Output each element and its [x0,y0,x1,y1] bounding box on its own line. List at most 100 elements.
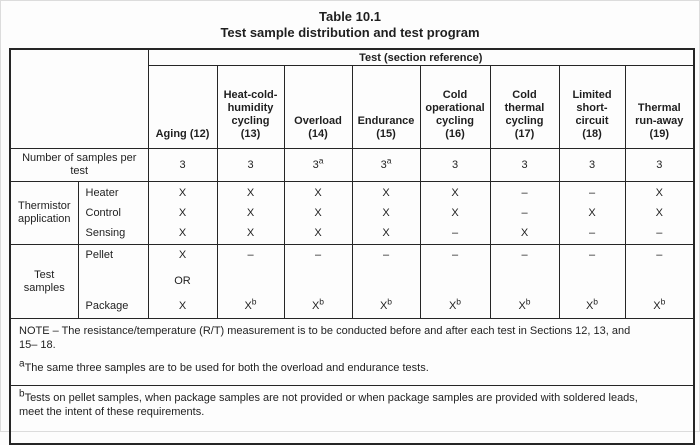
samples-count-heat-cold-humidity-cycling: 3 [216,148,285,182]
superscript-ref: b [319,296,325,307]
cell-value: – [451,249,459,261]
test-reference-row: Test (section reference) [9,48,695,149]
cell-value: X [655,207,663,219]
cell-value: X [314,207,322,219]
sample-type-label-package: Package [85,300,129,312]
column-header-thermal-run-away: Thermal run-away (19) [624,65,695,149]
superscript-ref: b [593,296,599,307]
value-stack: X OR X [149,249,216,313]
test-samples-values-heat-cold-humidity-cycling: – Xb [216,244,285,319]
footnote-b: bTests on pellet samples, when package s… [19,388,638,418]
cell-value: X [178,249,187,261]
value-stack: – Xb [491,249,558,313]
column-header-aging: Aging (12) [147,65,218,149]
footnote-b-cell: bTests on pellet samples, when package s… [9,385,695,445]
cell-value: OR [174,274,191,287]
application-label-heater: Heater [85,187,119,199]
note-row: NOTE – The resistance/temperature (R/T) … [9,318,695,386]
application-values-limited-short-circuit: – X – [558,181,626,245]
test-samples-values-overload: – Xb [283,244,353,319]
cell-value: – [588,187,596,199]
thermistor-application-sublabels: Heater Control Sensing [77,181,149,245]
column-header-overload: Overload (14) [283,65,353,149]
footnote-a: aThe same three samples are to be used f… [19,358,429,374]
column-header-heat-cold-humidity-cycling: Heat-cold-humidity cycling (13) [216,65,285,149]
cell-value: X [382,187,390,199]
test-samples-sublabels: Pellet Package [77,244,149,319]
cell-value: X [246,227,255,239]
cell-value: Xb [311,296,325,312]
cell-value: Xb [379,296,393,312]
test-samples-values-thermal-run-away: – Xb [624,244,695,319]
footnote-b-row: bTests on pellet samples, when package s… [9,385,695,445]
test-samples-values-cold-thermal-cycling: – Xb [489,244,560,319]
samples-count-cold-operational-cycling: 3 [419,148,491,182]
cell-value: X [520,227,529,239]
cell-value: – [314,249,322,261]
cell-value: – [521,187,528,199]
value-stack: – Xb [626,249,693,313]
samples-per-test-label: Number of samples per test [9,148,149,182]
cell-value: X [314,227,322,239]
application-values-cold-thermal-cycling: – – X [489,181,560,245]
application-values-cold-operational-cycling: X X – [419,181,491,245]
cell-value: X [246,207,255,219]
application-label-sensing: Sensing [85,227,126,239]
cell-value: Xb [585,296,599,312]
superscript-ref: a [386,155,392,166]
application-values-thermal-run-away: X X – [624,181,695,245]
sample-type-label-stack: Pellet Package [86,249,148,313]
thermistor-application-row: Thermistor application Heater Control Sensi… [9,181,695,245]
cell-value: X [382,207,390,219]
value-stack: – Xb [421,249,489,313]
test-samples-group-label: Test samples [9,244,79,319]
samples-count-endurance: 3a [351,148,421,182]
cell-value: – [656,227,663,239]
table-number-title: Table 10.1 [319,9,381,24]
samples-count-limited-short-circuit: 3 [558,148,626,182]
table-caption: Test sample distribution and test progra… [220,25,480,40]
cell-value: X [655,187,663,199]
cell-value: X [246,187,255,199]
cell-value: X [178,227,187,239]
cell-value: – [588,227,596,239]
superscript-ref: a [318,155,324,166]
test-samples-row: Test samples Pellet Package X OR X – Xb – Xb – Xb – X… [9,244,695,319]
samples-count-cold-thermal-cycling: 3 [489,148,560,182]
table-body: Test (section reference) Aging (12) Heat-c… [9,48,695,445]
cell-value: Xb [653,296,666,312]
value-stack: – Xb [285,249,351,313]
test-samples-values-endurance: – Xb [351,244,421,319]
superscript-ref: b [251,296,257,307]
samples-per-test-row: Number of samples per test 3 3 3a 3a 3 3 3 3 [9,148,695,182]
footnote-b-marker: b [19,388,25,400]
superscript-ref: b [525,296,531,307]
test-samples-values-cold-operational-cycling: – Xb [419,244,491,319]
superscript-ref: b [456,296,462,307]
column-header-endurance: Endurance (15) [351,65,421,149]
footnote-a-marker: a [19,358,25,370]
cell-value: X [178,300,187,312]
test-program-table: Test (section reference) Aging (12) Heat-c… [9,48,696,445]
samples-count-overload: 3a [283,148,353,182]
cell-value: – [521,249,528,261]
column-header-cold-operational-cycling: Cold operational cycling (16) [419,65,491,149]
cell-value: X [314,187,322,199]
value-stack: – Xb [353,249,419,313]
cell-value: – [382,249,390,261]
column-header-limited-short-circuit: Limited short-circuit (18) [558,65,626,149]
value-stack: – Xb [560,249,624,313]
note-main: NOTE – The resistance/temperature (R/T) … [19,325,631,351]
sample-type-label-pellet: Pellet [85,249,114,261]
column-header-cold-thermal-cycling: Cold thermal cycling (17) [489,65,560,149]
cell-value: Xb [448,296,462,312]
cell-value: X [178,207,187,219]
cell-value: – [588,249,596,261]
cell-value: X [178,187,187,199]
thermistor-application-group-label: Thermistor application [9,181,79,245]
